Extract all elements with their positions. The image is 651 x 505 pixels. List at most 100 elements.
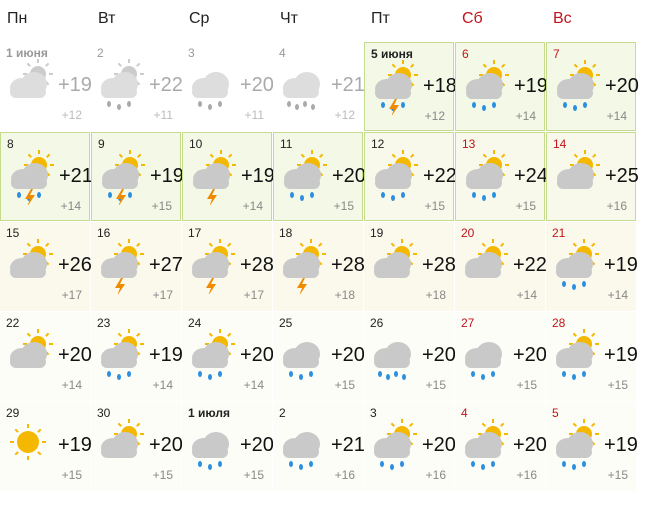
day-cell: 11 +20 +15 <box>273 132 366 221</box>
low-temp: +11 <box>153 108 173 122</box>
low-temp: +14 <box>243 378 264 392</box>
low-temp: +14 <box>61 378 82 392</box>
low-temp: +17 <box>61 288 82 302</box>
day-cell: 8 +21 +14 <box>0 132 93 221</box>
weekday: Вс <box>553 10 572 27</box>
day-label: 1 июня <box>6 46 48 60</box>
weather-icon <box>10 329 53 368</box>
weather-icon <box>557 60 600 111</box>
day-label: 23 <box>97 316 111 330</box>
day-label: 19 <box>370 226 384 240</box>
day-cell: 16 +27 +17 <box>91 222 183 311</box>
low-temp: +14 <box>516 288 537 302</box>
low-temp: +14 <box>606 109 627 123</box>
day-cell: 17 +28 +17 <box>182 222 274 311</box>
high-temp: +18 <box>423 75 457 97</box>
weekday: Сб <box>462 10 483 27</box>
day-cell: 14 +25 +16 <box>546 132 639 221</box>
weather-icon <box>374 239 417 278</box>
day-label: 12 <box>371 137 385 151</box>
low-temp: +14 <box>60 199 81 213</box>
day-label: 24 <box>188 316 202 330</box>
day-label: 14 <box>553 137 567 151</box>
day-label: 3 <box>188 46 195 60</box>
low-temp: +15 <box>515 199 536 213</box>
high-temp: +22 <box>149 74 183 96</box>
day-label: 3 <box>370 406 377 420</box>
high-temp: +19 <box>604 254 638 276</box>
weather-icon <box>283 239 326 294</box>
day-label: 4 <box>461 406 468 420</box>
day-label: 25 <box>279 316 293 330</box>
day-label: 18 <box>279 226 293 240</box>
low-temp: +16 <box>606 199 627 213</box>
weather-icon <box>192 432 229 470</box>
day-cell: 30 +20 +15 <box>91 402 183 491</box>
weather-icon <box>192 72 229 110</box>
day-cell: 15 +26 +17 <box>0 222 92 311</box>
low-temp: +15 <box>152 468 173 482</box>
high-temp: +27 <box>149 254 183 276</box>
low-temp: +17 <box>152 288 173 302</box>
day-cell: 5 июня +18 +12 <box>364 42 457 131</box>
day-label: 27 <box>461 316 475 330</box>
weekday: Пн <box>7 10 28 27</box>
high-temp: +19 <box>241 165 275 187</box>
day-cell: 4 +21 +12 <box>273 42 365 131</box>
high-temp: +19 <box>58 434 92 456</box>
weather-icon <box>192 329 235 380</box>
high-temp: +20 <box>513 434 547 456</box>
day-label: 10 <box>189 137 203 151</box>
low-temp: +15 <box>333 199 354 213</box>
weather-icon <box>283 342 320 380</box>
day-cell: 27 +20 +15 <box>455 312 547 401</box>
day-label: 26 <box>370 316 384 330</box>
day-cell: 3 +20 +11 <box>182 42 274 131</box>
low-temp: +14 <box>607 288 628 302</box>
weather-icon <box>557 150 600 189</box>
low-temp: +15 <box>425 378 446 392</box>
day-cell: 2 +21 +16 <box>273 402 365 491</box>
high-temp: +20 <box>513 344 547 366</box>
day-cell: 23 +19 +14 <box>91 312 183 401</box>
weather-icon <box>465 419 508 470</box>
day-label: 28 <box>552 316 566 330</box>
weather-icon <box>375 60 418 115</box>
high-temp: +21 <box>331 74 365 96</box>
day-cell: 21 +19 +14 <box>546 222 638 311</box>
weather-icon <box>10 59 53 98</box>
high-temp: +28 <box>240 254 274 276</box>
high-temp: +20 <box>58 344 92 366</box>
day-label: 7 <box>553 47 560 61</box>
day-cell: 4 +20 +16 <box>455 402 547 491</box>
high-temp: +25 <box>605 165 639 187</box>
high-temp: +22 <box>513 254 547 276</box>
day-label: 21 <box>552 226 566 240</box>
weather-icon <box>11 150 54 205</box>
high-temp: +19 <box>604 434 638 456</box>
low-temp: +14 <box>242 199 263 213</box>
low-temp: +17 <box>243 288 264 302</box>
day-cell: 20 +22 +14 <box>455 222 547 311</box>
weather-icon <box>101 59 144 110</box>
low-temp: +14 <box>515 109 536 123</box>
day-label: 4 <box>279 46 286 60</box>
day-cell: 25 +20 +15 <box>273 312 365 401</box>
high-temp: +20 <box>331 344 365 366</box>
day-label: 22 <box>6 316 20 330</box>
high-temp: +20 <box>422 434 456 456</box>
weather-icon <box>283 72 320 110</box>
high-temp: +21 <box>59 165 93 187</box>
day-label: 20 <box>461 226 475 240</box>
weather-icon <box>101 329 144 380</box>
day-label: 2 <box>279 406 286 420</box>
high-temp: +19 <box>149 344 183 366</box>
day-cell: 6 +19 +14 <box>455 42 548 131</box>
low-temp: +15 <box>151 199 172 213</box>
day-cell: 9 +19 +15 <box>91 132 184 221</box>
day-label: 17 <box>188 226 202 240</box>
weather-icon <box>465 342 502 380</box>
low-temp: +14 <box>152 378 173 392</box>
high-temp: +26 <box>58 254 92 276</box>
day-cell: 24 +20 +14 <box>182 312 274 401</box>
